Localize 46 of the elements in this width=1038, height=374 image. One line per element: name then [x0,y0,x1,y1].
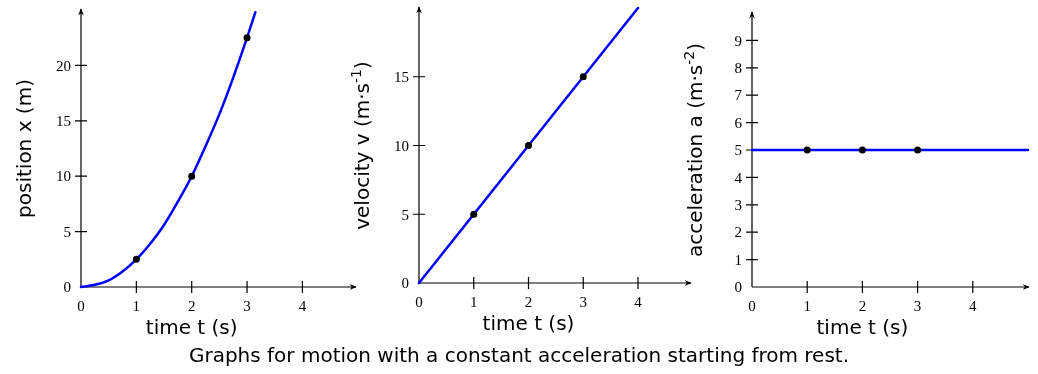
y-tick-label: 20 [56,57,71,74]
x-axis-title: time t (s) [482,311,575,335]
point [579,73,587,81]
y-tick-label: 5 [734,142,742,159]
point [525,142,532,149]
y-tick-label: 2 [734,224,742,241]
x-tick-label: 0 [748,298,756,314]
y-tick-label: 8 [734,60,742,77]
x-tick-label: 3 [243,298,251,314]
point [470,210,478,218]
point [188,172,196,180]
x-tick-label: 4 [969,298,978,314]
y-tick-label: 15 [394,69,409,85]
x-tick-label: 2 [187,298,196,314]
y-tick-label: 9 [734,32,742,49]
y-tick-label: 0 [63,279,71,296]
point [132,255,140,263]
x-tick-label: 0 [415,294,423,310]
y-tick-label: 7 [734,87,743,104]
line-series [79,10,257,289]
x-tick-label: 1 [470,294,478,310]
x-tick-label: 4 [634,294,643,310]
x-tick-label: 0 [77,298,85,314]
x-axis-title: time t (s) [145,315,238,339]
y-axis-title: position x (m) [12,79,36,218]
text: Graphs for motion with a constant acceleration starting from rest. [188,343,850,367]
y-tick-label: 0 [401,275,409,292]
y-tick-label: 10 [394,137,409,154]
x-tick-label: 2 [524,294,533,310]
x-tick-label: 3 [913,298,922,314]
x-tick-label: 1 [132,298,141,314]
y-tick-label: 3 [734,197,742,214]
y-tick-label: 15 [56,113,71,130]
y-tick-label: 5 [401,206,409,223]
x-axis-title: time t (s) [816,315,909,339]
y-tick-label: 10 [56,168,71,185]
point [243,34,251,42]
y-tick-label: 1 [734,251,742,268]
x-tick-label: 2 [858,298,867,314]
x-tick-label: 1 [803,298,811,314]
y-tick-label: 6 [734,114,743,131]
y-tick-label: 5 [63,223,71,240]
y-tick-label: 4 [734,169,743,186]
y-tick-label: 0 [734,279,742,296]
x-tick-label: 4 [298,298,307,314]
x-tick-label: 3 [579,294,587,310]
